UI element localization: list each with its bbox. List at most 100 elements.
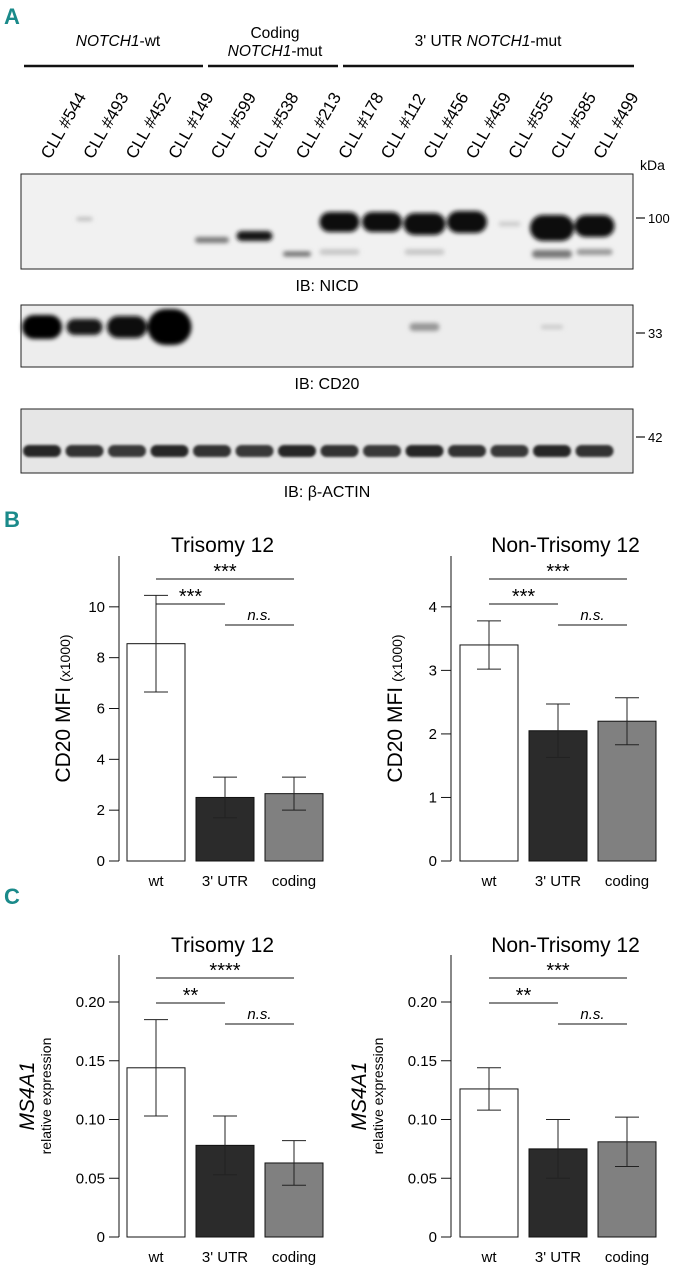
blot-group-headers: NOTCH1-wt Coding NOTCH1-mut 3' UTR NOTCH… — [24, 25, 634, 68]
blot-band — [23, 445, 61, 457]
y-tick-label: 6 — [97, 701, 105, 718]
ib-label: IB: β-ACTIN — [284, 484, 371, 501]
marker-label: 33 — [648, 326, 662, 341]
significance-label: n.s. — [247, 1006, 271, 1023]
y-tick-label: 0.05 — [76, 1170, 105, 1187]
chart-c-non-trisomy: Non-Trisomy 12 0 0.05 0.10 0.15 0.20 MS4A1 rela… — [348, 934, 657, 1266]
significance-label: n.s. — [247, 607, 271, 624]
blot-band — [150, 445, 189, 457]
y-tick-label: 0.10 — [408, 1112, 437, 1129]
blot-band — [448, 445, 486, 457]
blot-band — [530, 215, 574, 241]
blot-band — [403, 213, 446, 235]
blot-bands — [76, 211, 615, 258]
x-tick-label: wt — [481, 873, 498, 890]
x-tick-label: coding — [605, 1249, 649, 1266]
blot-band — [447, 211, 487, 233]
significance-label: **** — [209, 960, 240, 982]
blot-band — [283, 251, 311, 257]
significance-label: n.s. — [580, 607, 604, 624]
panel-label-c: C — [4, 884, 20, 909]
group-label-coding-line1: Coding — [250, 25, 299, 42]
y-axis-label: MS4A1 — [348, 1062, 371, 1131]
blot-band — [498, 221, 521, 227]
blot-band — [66, 319, 103, 335]
y-axis-sublabel: relative expression — [38, 1038, 54, 1155]
y-axis-label: MS4A1 — [16, 1062, 39, 1131]
y-axis-label: CD20 MFI(x1000) — [52, 634, 75, 782]
blot-band — [22, 315, 62, 339]
blot-band — [409, 323, 440, 331]
group-label-wt: NOTCH1-wt — [76, 33, 161, 50]
blot-nicd: 100 IB: NICD — [20, 173, 670, 295]
blot-band — [363, 445, 401, 457]
significance-label: *** — [512, 586, 536, 608]
bar — [459, 1088, 519, 1238]
chart-title: Non-Trisomy 12 — [491, 934, 640, 957]
blot-band — [65, 445, 104, 457]
x-tick-label: coding — [605, 873, 649, 890]
x-tick-label: wt — [148, 1249, 165, 1266]
blot-band — [195, 237, 229, 243]
blot-band — [107, 316, 147, 338]
y-tick-label: 1 — [429, 789, 437, 806]
y-tick-label: 0.10 — [76, 1112, 105, 1129]
blot-membrane — [20, 408, 634, 474]
x-tick-label: 3' UTR — [535, 1249, 581, 1266]
blot-band — [236, 231, 273, 241]
chart-c-trisomy: Trisomy 12 0 0.05 0.10 0.15 0.20 MS4A1 relative… — [16, 934, 324, 1266]
significance-label: *** — [546, 960, 570, 982]
blot-band — [319, 212, 360, 232]
blot-band — [76, 217, 93, 221]
significance-label: *** — [179, 586, 203, 608]
y-tick-label: 8 — [97, 650, 105, 667]
bar — [459, 644, 519, 862]
panel-label-b: B — [4, 507, 20, 532]
x-tick-label: 3' UTR — [535, 873, 581, 890]
x-tick-label: coding — [272, 873, 316, 890]
chart-title: Non-Trisomy 12 — [491, 534, 640, 557]
y-tick-label: 0 — [429, 853, 437, 870]
significance-label: *** — [213, 561, 237, 583]
x-tick-label: wt — [148, 873, 165, 890]
blot-band — [405, 445, 444, 457]
chart-b-non-trisomy: Non-Trisomy 12 0 1 2 3 4 CD20 MFI(x1000) wt 3' U… — [384, 534, 657, 890]
blot-band — [320, 445, 359, 457]
blot-band — [490, 445, 529, 457]
blot-band — [574, 215, 615, 237]
blot-band — [193, 445, 231, 457]
y-tick-label: 2 — [429, 726, 437, 743]
x-tick-label: coding — [272, 1249, 316, 1266]
significance-label: *** — [546, 561, 570, 583]
blot-band — [532, 250, 572, 258]
group-label-3utr: 3' UTR NOTCH1-mut — [415, 33, 562, 50]
ib-label: IB: CD20 — [295, 376, 360, 393]
kda-label: kDa — [640, 157, 665, 173]
y-axis-sublabel: relative expression — [370, 1038, 386, 1155]
blot-band — [362, 212, 402, 232]
y-tick-label: 10 — [88, 599, 105, 616]
blot-cd20: 33 IB: CD20 — [20, 304, 662, 393]
blot-band — [235, 445, 274, 457]
y-tick-label: 0.20 — [408, 994, 437, 1011]
marker-label: 100 — [648, 211, 670, 226]
significance-label: ** — [183, 985, 199, 1007]
blot-band — [278, 445, 316, 457]
y-tick-label: 4 — [97, 751, 105, 768]
blot-band — [533, 445, 571, 457]
y-tick-label: 2 — [97, 802, 105, 819]
significance-label: ** — [516, 985, 532, 1007]
x-tick-label: 3' UTR — [202, 1249, 248, 1266]
y-tick-label: 0 — [97, 1229, 105, 1246]
blot-band — [319, 249, 360, 255]
chart-title: Trisomy 12 — [171, 534, 274, 557]
y-tick-label: 0.15 — [408, 1053, 437, 1070]
y-tick-label: 0.20 — [76, 994, 105, 1011]
y-tick-label: 4 — [429, 599, 437, 616]
x-tick-label: 3' UTR — [202, 873, 248, 890]
blot-actin: 42 IB: β-ACTIN — [20, 408, 662, 501]
ib-label: IB: NICD — [295, 278, 358, 295]
panel-label-a: A — [4, 4, 20, 29]
